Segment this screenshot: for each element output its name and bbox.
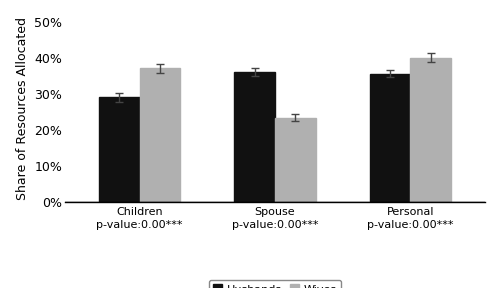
Y-axis label: Share of Resources Allocated: Share of Resources Allocated (16, 16, 28, 200)
Legend: Husbands, Wives: Husbands, Wives (208, 280, 342, 288)
Bar (275, 118, 316, 202)
Bar (370, 74, 410, 202)
Bar (140, 69, 180, 202)
Bar (99, 97, 140, 202)
Bar (410, 58, 451, 202)
Bar (234, 72, 275, 202)
